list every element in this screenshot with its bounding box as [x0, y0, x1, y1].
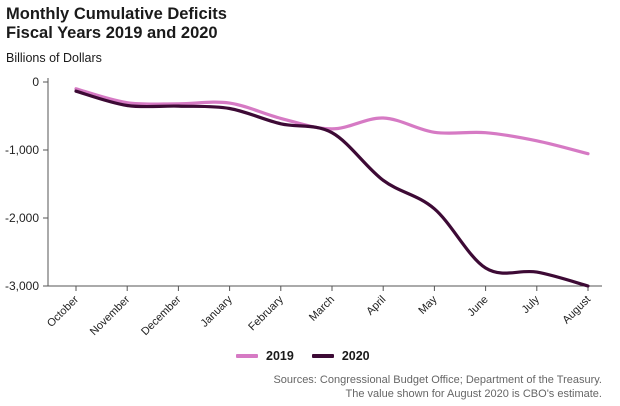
legend-item-2020: 2020	[311, 349, 370, 363]
chart-title: Monthly Cumulative Deficits Fiscal Years…	[6, 5, 227, 43]
chart-title-line-1: Monthly Cumulative Deficits	[6, 5, 227, 23]
x-tick-label: April	[364, 294, 388, 318]
x-tick-label: December	[139, 293, 184, 338]
legend-label-2019: 2019	[266, 349, 294, 363]
x-tick-label: October	[45, 293, 81, 329]
legend-item-2019: 2019	[236, 349, 294, 363]
source-line-2: The value shown for August 2020 is CBO's…	[345, 388, 602, 400]
x-tick-label: November	[88, 293, 133, 338]
source-line-1: Sources: Congressional Budget Office; De…	[273, 374, 602, 386]
legend-swatch-2019	[236, 354, 258, 358]
source-note: Sources: Congressional Budget Office; De…	[273, 373, 602, 401]
x-tick-label: May	[416, 293, 440, 317]
x-tick-label: August	[560, 294, 593, 327]
x-tick-label: June	[465, 294, 490, 319]
x-tick-label: January	[199, 293, 236, 330]
y-tick-label: -2,000	[5, 211, 39, 225]
chart-axes	[47, 78, 602, 287]
chart-lines	[74, 87, 590, 288]
y-axis-label: Billions of Dollars	[6, 51, 102, 65]
chart-legend: 2019 2020	[236, 349, 388, 363]
y-tick-label: 0	[32, 75, 39, 89]
legend-label-2020: 2020	[341, 349, 370, 363]
x-tick-label: February	[246, 293, 286, 333]
chart-ticks: 0 -1,000 -2,000 -3,000 October November Decemb…	[5, 75, 593, 338]
y-tick-label: -3,000	[5, 279, 39, 293]
series-line-2020	[74, 89, 590, 288]
x-tick-label: July	[520, 293, 543, 316]
y-tick-label: -1,000	[5, 143, 39, 157]
series-line-2019	[74, 87, 590, 156]
chart-title-line-2: Fiscal Years 2019 and 2020	[6, 24, 218, 42]
legend-swatch-2020	[311, 354, 334, 358]
x-tick-label: March	[307, 294, 337, 324]
